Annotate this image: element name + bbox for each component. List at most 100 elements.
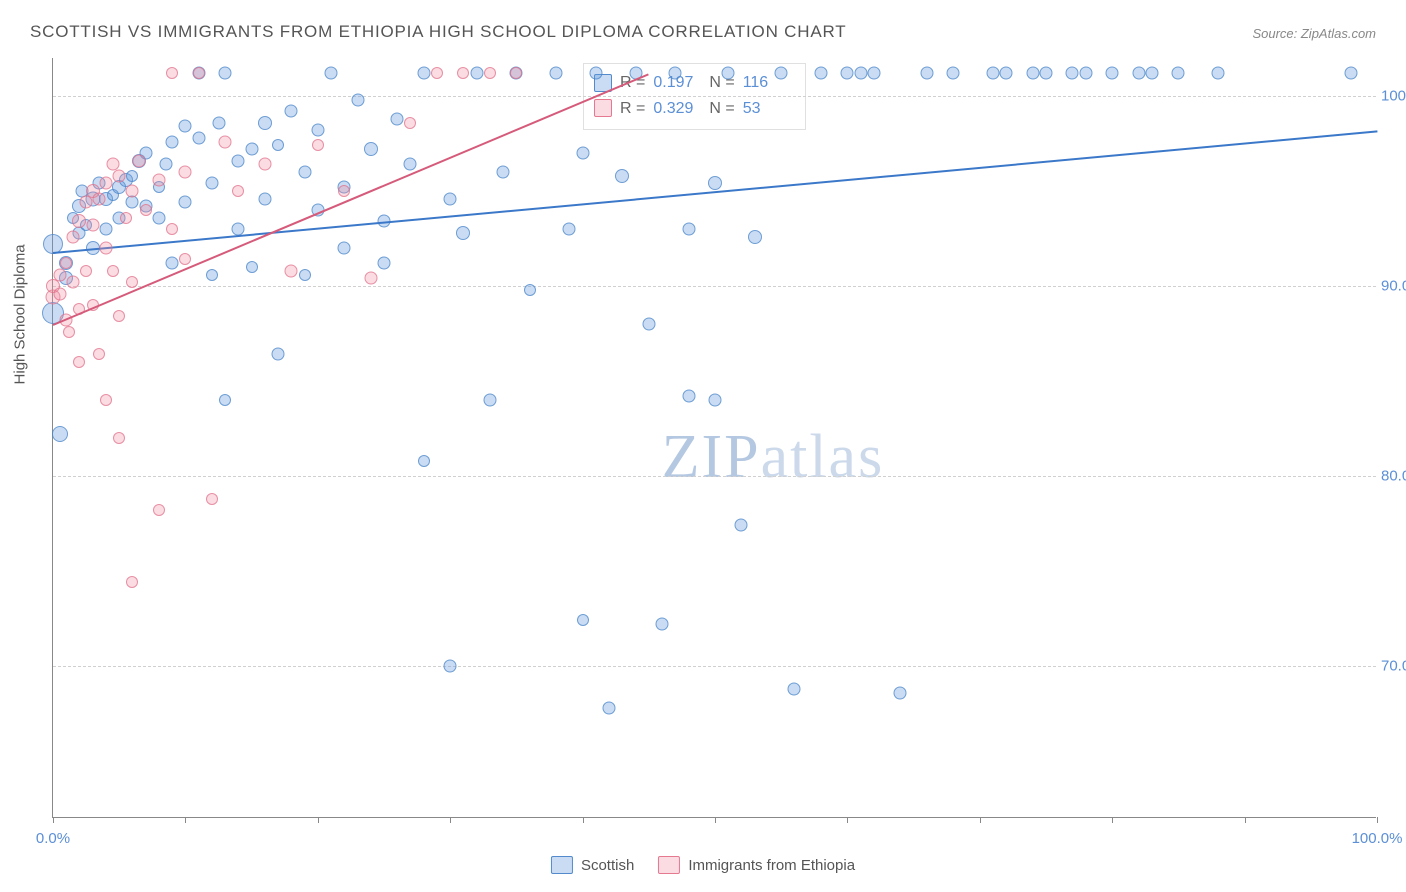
data-point bbox=[179, 166, 192, 179]
data-point bbox=[113, 169, 126, 182]
data-point bbox=[510, 67, 522, 79]
ytick-label: 70.0% bbox=[1381, 658, 1406, 675]
data-point bbox=[206, 493, 218, 505]
data-point bbox=[775, 67, 788, 80]
legend-item-ethiopia: Immigrants from Ethiopia bbox=[658, 856, 855, 874]
data-point bbox=[212, 116, 225, 129]
data-point bbox=[1079, 67, 1092, 80]
data-point bbox=[258, 192, 271, 205]
data-point bbox=[166, 257, 179, 270]
data-point bbox=[814, 67, 827, 80]
bottom-legend: Scottish Immigrants from Ethiopia bbox=[551, 856, 855, 874]
data-point bbox=[86, 219, 99, 232]
data-point bbox=[126, 196, 139, 209]
data-point bbox=[484, 67, 496, 79]
data-point bbox=[603, 701, 616, 714]
data-point bbox=[219, 135, 232, 148]
y-axis-label: High School Diploma bbox=[12, 244, 29, 384]
data-point bbox=[444, 660, 457, 673]
xtick-mark bbox=[318, 817, 319, 823]
ytick-label: 80.0% bbox=[1381, 468, 1406, 485]
legend-label: Immigrants from Ethiopia bbox=[688, 857, 855, 874]
xtick-mark bbox=[583, 817, 584, 823]
data-point bbox=[258, 158, 271, 171]
xtick-mark bbox=[1112, 817, 1113, 823]
plot-area: ZIPatlas R = 0.197 N = 116 R = 0.329 N =… bbox=[52, 58, 1376, 818]
data-point bbox=[298, 166, 311, 179]
ytick-label: 90.0% bbox=[1381, 278, 1406, 295]
data-point bbox=[66, 276, 79, 289]
xtick-label-right: 100.0% bbox=[1352, 830, 1403, 847]
data-point bbox=[1212, 67, 1225, 80]
data-point bbox=[1344, 67, 1357, 80]
data-point bbox=[947, 67, 960, 80]
data-point bbox=[140, 204, 152, 216]
data-point bbox=[418, 455, 430, 467]
watermark: ZIPatlas bbox=[662, 422, 885, 493]
data-point bbox=[364, 142, 378, 156]
data-point bbox=[987, 67, 1000, 80]
data-point bbox=[735, 519, 748, 532]
data-point bbox=[272, 139, 284, 151]
data-point bbox=[53, 268, 66, 281]
xtick-mark bbox=[1245, 817, 1246, 823]
data-point bbox=[457, 67, 469, 79]
data-point bbox=[854, 67, 867, 80]
data-point bbox=[159, 158, 172, 171]
data-point bbox=[193, 67, 205, 79]
data-point bbox=[894, 686, 907, 699]
data-point bbox=[576, 147, 589, 160]
data-point bbox=[669, 67, 682, 80]
data-point bbox=[550, 67, 563, 80]
data-point bbox=[192, 131, 205, 144]
data-point bbox=[1145, 67, 1158, 80]
data-point bbox=[722, 67, 735, 80]
data-point bbox=[748, 230, 762, 244]
data-point bbox=[1026, 67, 1039, 80]
data-point bbox=[497, 166, 510, 179]
watermark-atlas: atlas bbox=[761, 423, 885, 491]
data-point bbox=[219, 394, 231, 406]
swatch-blue-icon bbox=[551, 856, 573, 874]
data-point bbox=[126, 276, 138, 288]
data-point bbox=[524, 284, 536, 296]
data-point bbox=[272, 348, 285, 361]
r-label: R = bbox=[620, 96, 645, 122]
data-point bbox=[1040, 67, 1053, 80]
data-point bbox=[417, 67, 430, 80]
data-point bbox=[52, 426, 68, 442]
data-point bbox=[246, 261, 258, 273]
data-point bbox=[179, 253, 191, 265]
xtick-label-left: 0.0% bbox=[36, 830, 70, 847]
xtick-mark bbox=[450, 817, 451, 823]
gridline bbox=[53, 286, 1376, 287]
data-point bbox=[93, 192, 106, 205]
chart-title: SCOTTISH VS IMMIGRANTS FROM ETHIOPIA HIG… bbox=[30, 22, 846, 42]
xtick-mark bbox=[185, 817, 186, 823]
data-point bbox=[99, 223, 112, 236]
data-point bbox=[338, 242, 351, 255]
data-point bbox=[63, 326, 75, 338]
data-point bbox=[312, 139, 324, 151]
data-point bbox=[1066, 67, 1079, 80]
data-point bbox=[285, 264, 298, 277]
source-label: Source: ZipAtlas.com bbox=[1252, 26, 1376, 41]
data-point bbox=[179, 120, 192, 133]
data-point bbox=[73, 356, 85, 368]
data-point bbox=[788, 682, 801, 695]
data-point bbox=[93, 348, 105, 360]
data-point bbox=[99, 177, 112, 190]
data-point bbox=[166, 223, 178, 235]
data-point bbox=[60, 257, 72, 269]
data-point bbox=[232, 154, 245, 167]
data-point bbox=[53, 287, 66, 300]
data-point bbox=[179, 196, 192, 209]
data-point bbox=[126, 185, 139, 198]
data-point bbox=[483, 394, 496, 407]
data-point bbox=[1106, 67, 1119, 80]
xtick-mark bbox=[847, 817, 848, 823]
data-point bbox=[258, 116, 272, 130]
data-point bbox=[708, 176, 722, 190]
data-point bbox=[682, 390, 695, 403]
data-point bbox=[113, 432, 125, 444]
